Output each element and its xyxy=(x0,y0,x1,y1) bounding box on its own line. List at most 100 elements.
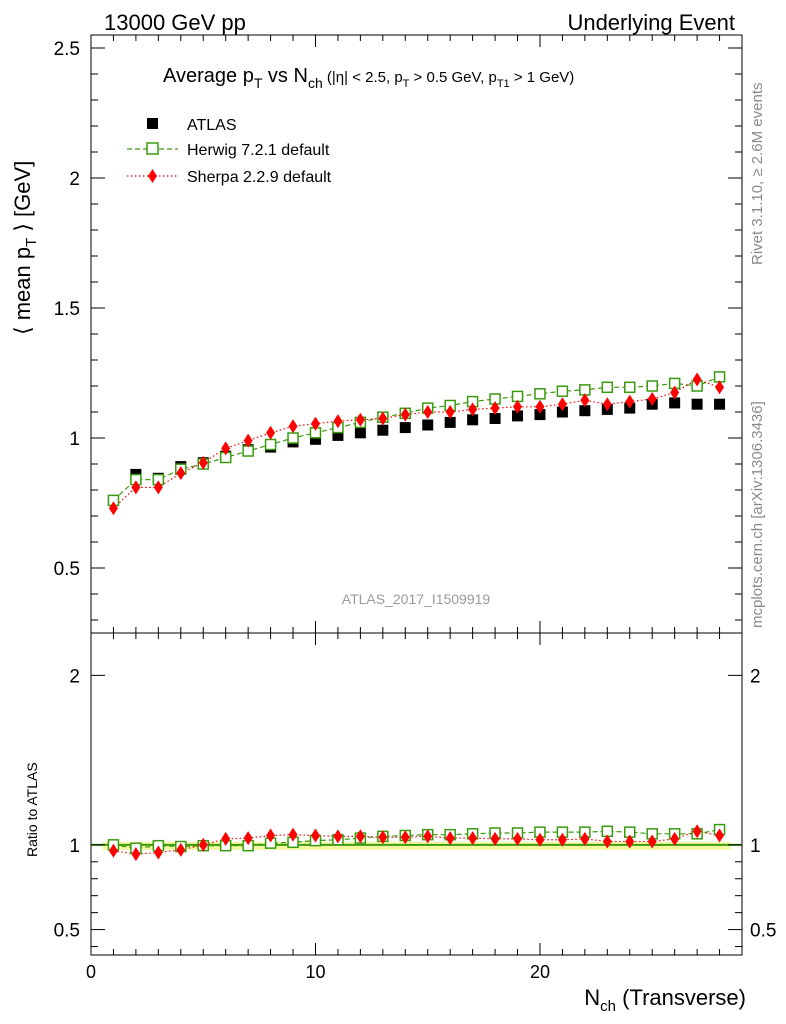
sherpa-ratio-point xyxy=(243,831,253,846)
sherpa-point xyxy=(400,407,410,422)
sherpa-point xyxy=(692,372,702,387)
sherpa-ratio-point xyxy=(176,842,186,857)
sherpa-point xyxy=(198,455,208,470)
axis-ticks xyxy=(90,35,743,955)
ratio-series xyxy=(107,823,726,862)
legend-sherpa-label: Sherpa 2.2.9 default xyxy=(187,169,332,186)
sherpa-point xyxy=(647,392,657,406)
sherpa-line xyxy=(113,378,720,509)
ratio-y-tick-label: 1 xyxy=(69,836,80,857)
legend-herwig-label: Herwig 7.2.1 default xyxy=(187,142,330,159)
sherpa-ratio-point xyxy=(198,837,208,852)
atlas-point xyxy=(556,406,568,418)
sherpa-point xyxy=(445,405,455,419)
ratio-y-axis-label: Ratio to ATLAS xyxy=(24,762,40,857)
y-tick-label: 2 xyxy=(69,169,80,190)
legend-atlas-label: ATLAS xyxy=(187,117,237,134)
sherpa-ratio-point xyxy=(580,831,590,846)
atlas-point xyxy=(309,433,321,445)
ratio-y-tick-label: 2 xyxy=(69,666,80,687)
sherpa-ratio-point xyxy=(602,834,612,849)
atlas-point xyxy=(691,398,703,410)
sherpa-point xyxy=(580,393,590,408)
sherpa-point xyxy=(625,394,635,409)
legend: ATLAS Herwig 7.2.1 default Sherpa 2.2.9 … xyxy=(127,117,332,186)
sherpa-point xyxy=(490,401,500,416)
atlas-point xyxy=(354,427,366,439)
atlas-point xyxy=(579,405,591,417)
sherpa-ratio-point xyxy=(266,828,276,843)
sherpa-ratio-point xyxy=(221,831,231,846)
atlas-point xyxy=(489,413,501,424)
sherpa-point xyxy=(153,480,163,495)
sherpa-ratio-line xyxy=(113,830,720,855)
sherpa-ratio-point xyxy=(468,831,478,846)
atlas-point xyxy=(714,398,726,410)
sherpa-ratio-point xyxy=(513,831,523,846)
sherpa-point xyxy=(602,397,612,412)
sherpa-ratio-point xyxy=(445,831,455,846)
herwig-ratio-line xyxy=(113,828,720,849)
y-tick-label: 1.5 xyxy=(54,299,80,320)
sherpa-point xyxy=(333,414,343,429)
herwig-point xyxy=(556,385,569,397)
header-left: 13000 GeV pp xyxy=(104,10,246,35)
legend-atlas-marker xyxy=(147,118,158,129)
sherpa-ratio-point xyxy=(647,834,657,849)
ratio-y-tick-label: 0.5 xyxy=(54,921,80,942)
atlas-point xyxy=(534,409,546,421)
sherpa-point xyxy=(108,501,118,516)
sherpa-point xyxy=(513,399,523,414)
atlas-point xyxy=(332,429,344,441)
chart-title: Average pT vs Nch (|η| < 2.5, pT > 0.5 G… xyxy=(163,65,574,91)
x-axis-label: Nch (Transverse) xyxy=(584,985,746,1015)
atlas-point xyxy=(444,416,456,428)
mcplots-label: mcplots.cern.ch [arXiv:1306.3436] xyxy=(749,401,766,628)
sherpa-point xyxy=(310,416,320,431)
main-series xyxy=(107,371,726,516)
sherpa-point xyxy=(176,466,186,481)
sherpa-ratio-point xyxy=(310,828,320,843)
sherpa-point xyxy=(288,419,298,434)
ratio-plot-frame xyxy=(90,632,743,956)
ratio-y-tick-label-right: 1 xyxy=(750,836,761,857)
sherpa-ratio-point xyxy=(715,828,725,843)
atlas-point xyxy=(399,422,411,434)
sherpa-point xyxy=(131,480,141,495)
sherpa-ratio-point xyxy=(400,830,410,845)
herwig-point xyxy=(264,438,277,451)
sherpa-point xyxy=(557,397,567,412)
herwig-point xyxy=(287,432,299,444)
y-axis-label: ⟨ mean pT ⟩ [GeV] xyxy=(10,161,40,335)
sherpa-point xyxy=(423,405,433,419)
atlas-point xyxy=(512,410,524,422)
sherpa-ratio-point xyxy=(108,843,118,858)
sherpa-point xyxy=(266,425,276,440)
sherpa-point xyxy=(355,412,365,427)
sherpa-ratio-point xyxy=(535,832,545,847)
sherpa-ratio-point xyxy=(288,827,298,842)
sherpa-ratio-point xyxy=(131,847,141,862)
atlas-point xyxy=(669,397,681,409)
herwig-point xyxy=(646,380,658,392)
x-tick-label: 0 xyxy=(86,962,96,982)
header-right: Underlying Event xyxy=(567,10,735,35)
herwig-point xyxy=(601,381,614,394)
ratio-y-tick-label-right: 2 xyxy=(750,666,761,687)
sherpa-ratio-point xyxy=(153,845,163,860)
sherpa-point xyxy=(468,402,478,417)
sherpa-point xyxy=(378,411,388,426)
x-tick-label: 20 xyxy=(530,962,550,982)
ratio-y-tick-label-right: 0.5 xyxy=(750,921,776,942)
axis-tick-labels: 0 10 20 0.5 1 1.5 2 2.5 0.5 0.5 1 1 2 2 xyxy=(54,39,777,982)
x-tick-label: 10 xyxy=(305,962,325,982)
sherpa-ratio-point xyxy=(333,829,343,844)
atlas-point xyxy=(422,419,434,431)
sherpa-ratio-point xyxy=(490,831,500,846)
atlas-point xyxy=(377,424,389,436)
sherpa-ratio-point xyxy=(692,824,702,839)
sherpa-point xyxy=(535,399,545,414)
y-tick-label: 2.5 xyxy=(54,39,80,60)
atlas-point xyxy=(467,414,479,426)
